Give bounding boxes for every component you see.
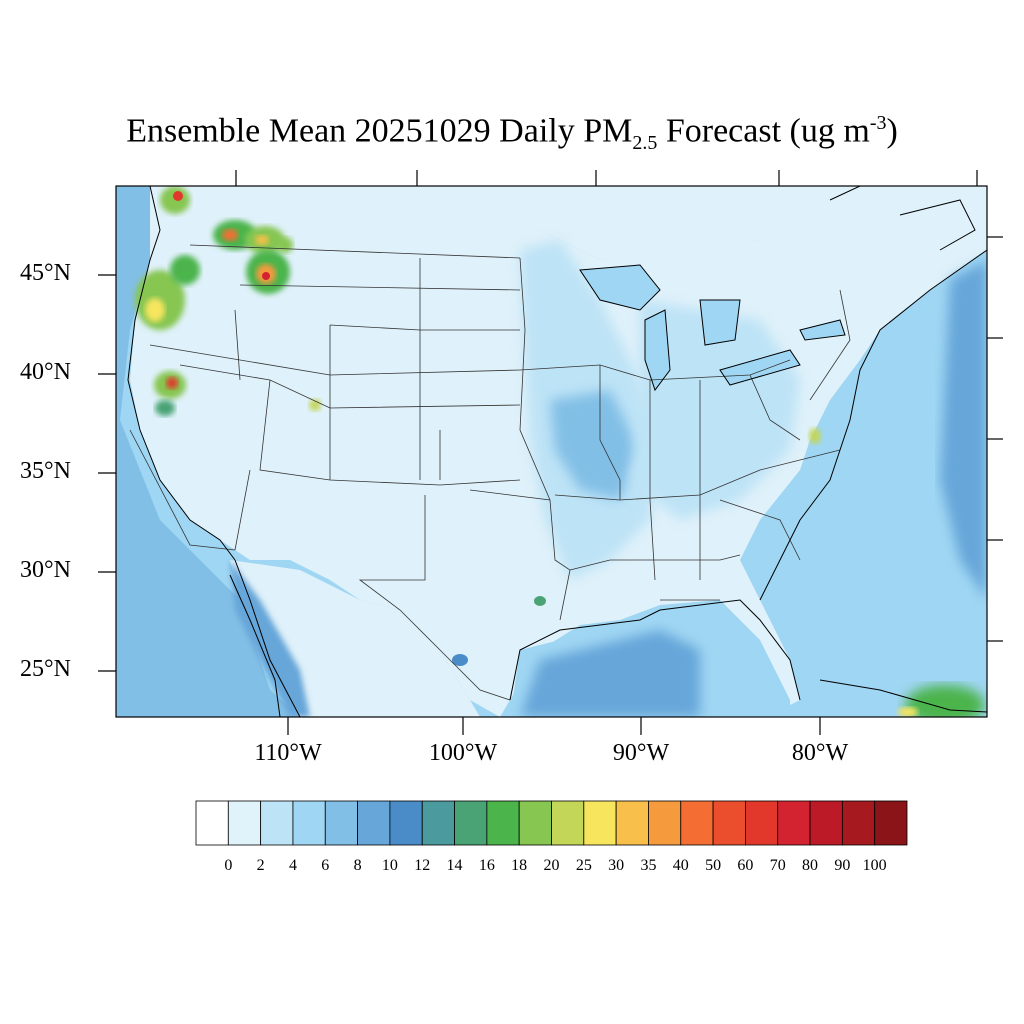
colorbar-swatch	[195, 800, 229, 846]
lake-erie	[720, 350, 800, 385]
state-borders	[129, 244, 851, 701]
colorbar-label: 40	[672, 857, 689, 874]
lon-label-100w: 100°W	[428, 740, 498, 766]
lat-label-30: 30°N	[20, 557, 71, 583]
colorbar-label: 18	[511, 857, 528, 874]
colorbar-label: 25	[575, 857, 592, 874]
colorbar-label: 8	[353, 857, 362, 874]
right-ticks	[987, 236, 1003, 642]
colorbar-label: 20	[543, 857, 560, 874]
lon-label-80w: 80°W	[791, 740, 849, 766]
atlantic-deep	[940, 260, 987, 600]
colorbar-swatch	[809, 800, 843, 846]
colorbar-swatch	[292, 800, 326, 846]
colorbar-label: 70	[769, 857, 786, 874]
colorbar	[195, 800, 908, 846]
lat-ticks	[98, 274, 116, 672]
colorbar-swatch	[227, 800, 262, 846]
colorbar-swatch	[389, 800, 423, 846]
colorbar-label: 4	[288, 857, 297, 874]
lon-label-110w: 110°W	[254, 740, 322, 766]
colorbar-label: 2	[256, 857, 265, 874]
colorbar-label: 100	[862, 857, 887, 874]
coastlines	[127, 186, 987, 717]
colorbar-label: 30	[608, 857, 625, 874]
lon-label-90w: 90°W	[612, 740, 670, 766]
lake-ontario	[800, 320, 845, 340]
lat-label-45: 45°N	[20, 260, 71, 286]
colorbar-label: 0	[224, 857, 233, 874]
colorbar-swatch	[648, 800, 682, 846]
colorbar-swatch	[712, 800, 746, 846]
colorbar-label: 80	[802, 857, 819, 874]
colorbar-swatch	[260, 800, 294, 846]
lake-superior	[580, 265, 660, 310]
colorbar-label: 14	[446, 857, 463, 874]
colorbar-swatch	[486, 800, 520, 846]
colorbar-label: 60	[737, 857, 754, 874]
canada-land	[160, 186, 900, 260]
gulf-deep	[520, 630, 700, 717]
colorbar-swatch	[583, 800, 617, 846]
colorbar-swatch	[324, 800, 358, 846]
colorbar-swatch	[357, 800, 391, 846]
lat-label-25: 25°N	[20, 656, 71, 682]
colorbar-label: 90	[834, 857, 851, 874]
colorbar-swatch	[874, 800, 908, 846]
colorbar-label: 35	[640, 857, 657, 874]
colorbar-swatch	[421, 800, 455, 846]
east-band	[630, 300, 800, 520]
colorbar-label: 6	[321, 857, 330, 874]
atlantic-ocean	[780, 300, 987, 717]
lake-michigan	[645, 310, 670, 390]
lake-huron	[700, 300, 740, 345]
colorbar-swatch	[454, 800, 488, 846]
colorbar-label: 12	[414, 857, 431, 874]
colorbar-swatch	[551, 800, 585, 846]
colorbar-swatch	[615, 800, 649, 846]
pacific-band	[116, 186, 300, 717]
colorbar-swatch	[841, 800, 876, 846]
lat-label-40: 40°N	[20, 359, 71, 385]
lat-label-35: 35°N	[20, 458, 71, 484]
colorbar-swatch	[745, 800, 779, 846]
top-ticks	[235, 170, 978, 186]
map-area	[116, 186, 987, 717]
ozark-band	[550, 390, 640, 500]
colorbar-swatch	[680, 800, 714, 846]
map-frame	[115, 185, 988, 718]
map-title: Ensemble Mean 20251029 Daily PM2.5 Forec…	[126, 112, 898, 155]
lon-ticks	[287, 717, 821, 735]
colorbar-label: 10	[381, 857, 398, 874]
colorbar-label: 16	[478, 857, 495, 874]
wildfire-hotspots	[135, 186, 985, 717]
colorbar-swatch	[777, 800, 811, 846]
colorbar-swatch	[518, 800, 552, 846]
colorbar-label: 50	[705, 857, 722, 874]
